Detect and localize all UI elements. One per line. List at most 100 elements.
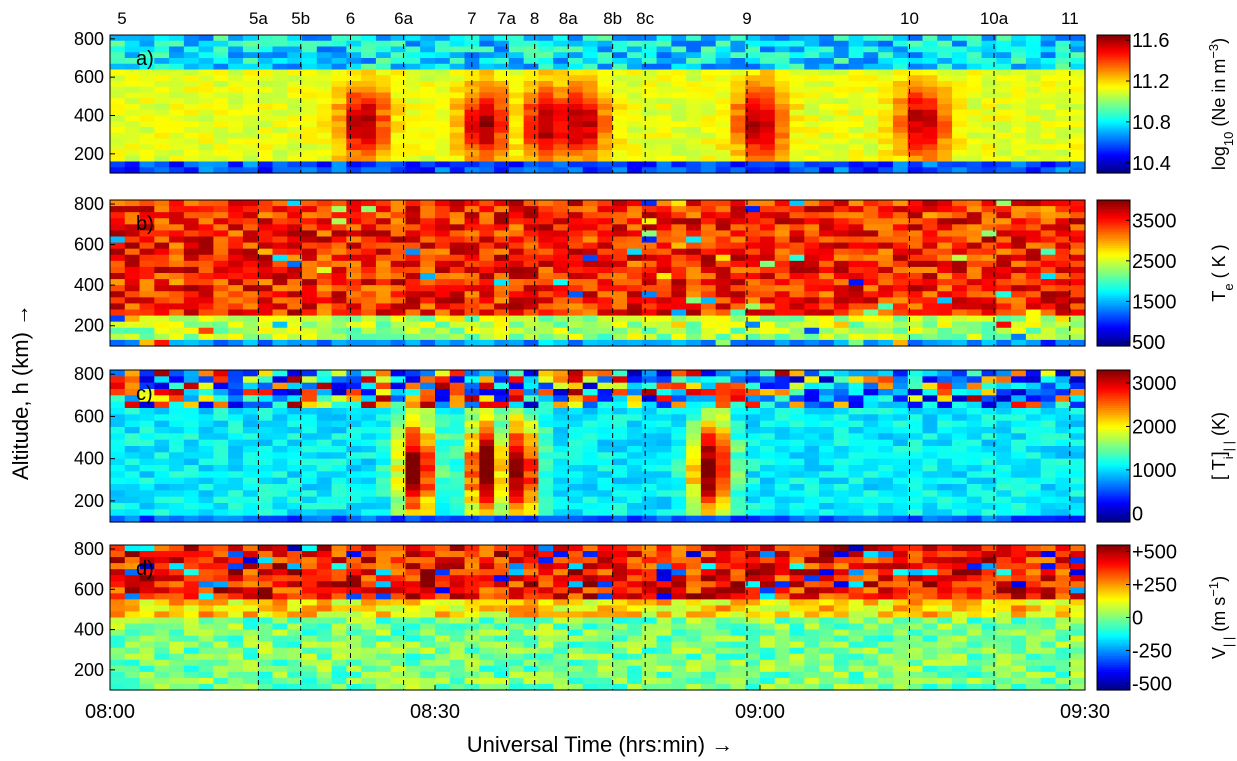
heatmap-cell [981,333,997,341]
heatmap-cell [257,433,274,441]
heatmap-cell [567,218,584,225]
colorbar-swatch [1097,170,1130,174]
heatmap-cell [302,297,318,305]
heatmap-cell [922,420,938,428]
heatmap-cell [907,248,924,256]
heatmap-cell [435,260,451,268]
heatmap-cell [1025,297,1042,305]
heatmap-cell [892,40,909,48]
heatmap-cell [1011,212,1027,219]
heatmap-cell [346,127,362,134]
heatmap-cell [567,266,584,274]
heatmap-cell [597,309,613,317]
heatmap-cell [242,144,259,151]
heatmap-cell [789,144,805,151]
heatmap-cell [508,260,525,268]
heatmap-cell [612,248,628,256]
heatmap-cell [1055,69,1071,76]
heatmap-cell [730,212,746,219]
heatmap-cell [154,471,170,479]
heatmap-cell [346,484,362,491]
heatmap-cell [538,81,554,88]
heatmap-cell [435,333,451,341]
heatmap-cell [390,285,407,292]
heatmap-cell [1040,121,1057,128]
heatmap-cell [671,40,687,48]
heatmap-cell [124,86,141,94]
heatmap-cell [154,144,170,151]
heatmap-cell [715,496,732,504]
heatmap-cell [1011,414,1027,422]
heatmap-cell [582,291,599,298]
heatmap-cell [523,167,540,174]
heatmap-cell [272,35,288,42]
heatmap-cell [760,496,776,504]
heatmap-cell [361,285,377,292]
heatmap-cell [1025,291,1042,298]
heatmap-cell [420,477,436,485]
heatmap-cell [892,279,909,286]
heatmap-cell [760,433,776,441]
heatmap-cell [730,458,746,466]
heatmap-cell [479,408,495,415]
heatmap-cell [139,75,155,82]
heatmap-cell [848,433,865,441]
heatmap-cell [582,69,599,76]
heatmap-cell [1040,297,1057,305]
heatmap-cell [656,279,672,286]
heatmap-cell [316,161,333,168]
heatmap-cell [508,266,525,274]
heatmap-cell [907,273,924,280]
heatmap-cell [656,266,672,274]
heatmap-cell [819,46,835,53]
heatmap-cell [671,46,687,53]
heatmap-cell [627,104,643,111]
heatmap-cell [449,104,466,111]
heatmap-cell [242,161,259,168]
heatmap-cell [346,433,362,441]
heatmap-cell [257,121,274,128]
heatmap-cell [848,260,865,268]
heatmap-cell [213,433,229,441]
heatmap-cell [154,458,170,466]
heatmap-cell [730,92,746,99]
heatmap-cell [1055,401,1071,409]
heatmap-cell [863,303,879,311]
heatmap-cell [124,115,141,122]
heatmap-cell [996,224,1012,232]
heatmap-cell [1011,420,1027,428]
heatmap-cell [863,75,879,82]
heatmap-cell [892,273,909,280]
heatmap-cell [361,212,377,219]
heatmap-cell [582,389,599,396]
heatmap-cell [730,127,746,134]
heatmap-cell [981,92,997,99]
heatmap-cell [952,35,968,42]
heatmap-cell [124,155,141,163]
heatmap-cell [169,333,185,341]
heatmap-cell [198,446,215,453]
heatmap-cell [907,206,924,213]
heatmap-cell [139,144,155,151]
heatmap-cell [700,138,717,145]
heatmap-cell [848,224,865,232]
heatmap-cell [745,121,761,128]
heatmap-cell [449,273,466,280]
heatmap-cell [789,484,805,491]
heatmap-cell [819,218,835,225]
heatmap-cell [331,427,347,434]
heatmap-cell [242,81,259,88]
heatmap-cell [627,58,643,65]
heatmap-cell [819,339,835,347]
heatmap-cell [937,303,953,311]
heatmap-cell [420,115,436,122]
heatmap-cell [1011,254,1027,262]
heatmap-cell [538,382,554,390]
heatmap-cell [331,439,347,447]
heatmap-cell [346,242,362,250]
heatmap-cell [508,309,525,317]
heatmap-cell [169,200,185,207]
heatmap-cell [110,433,126,441]
heatmap-cell [700,109,717,117]
heatmap-cell [110,452,126,460]
